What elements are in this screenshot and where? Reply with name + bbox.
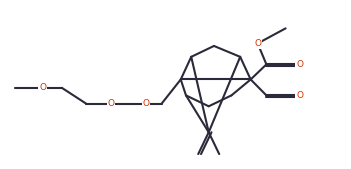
Text: O: O: [254, 39, 261, 48]
Text: O: O: [39, 83, 46, 92]
Text: O: O: [296, 60, 303, 69]
Text: O: O: [142, 99, 149, 108]
Text: O: O: [107, 99, 114, 108]
Text: O: O: [296, 91, 303, 100]
